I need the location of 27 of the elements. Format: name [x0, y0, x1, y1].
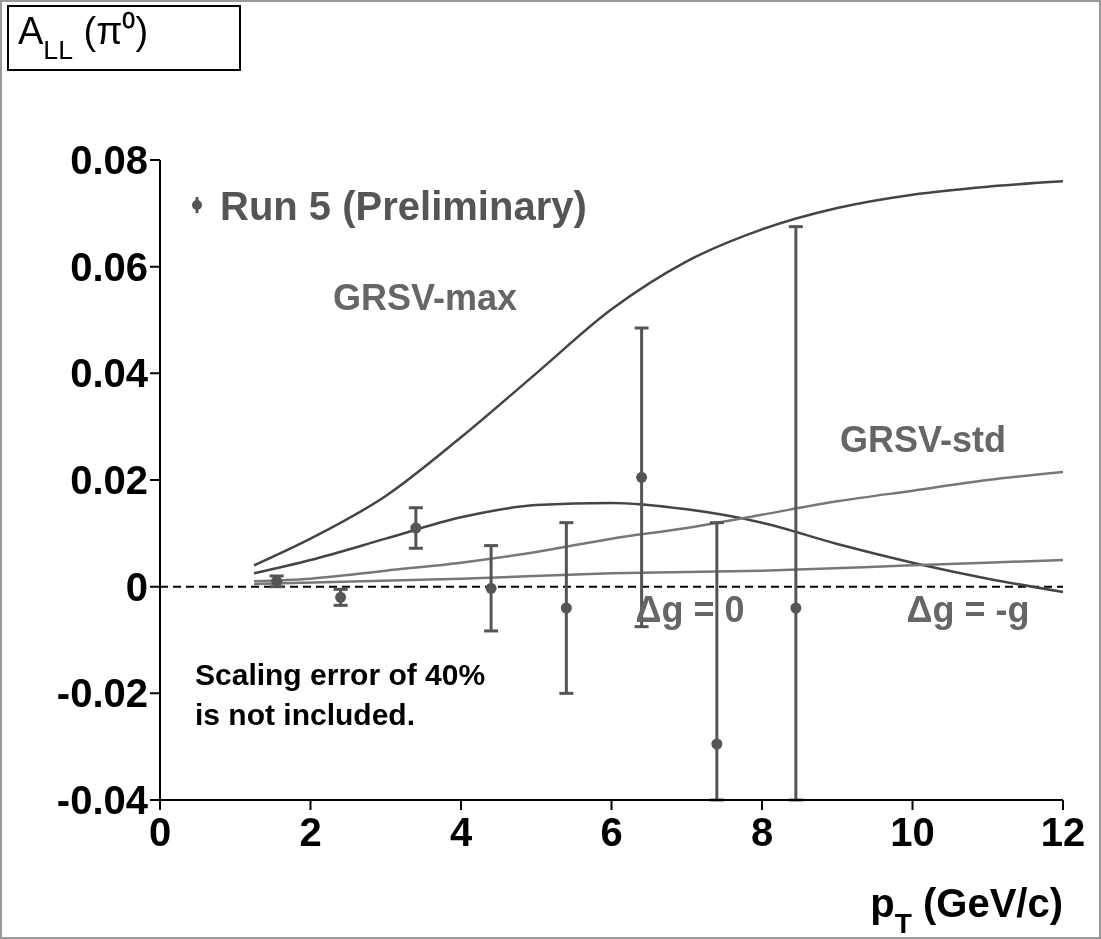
annotation: Δg = -g: [906, 589, 1030, 630]
y-tick-label: 0.04: [70, 351, 149, 396]
point: [790, 602, 802, 614]
y-tick-label: -0.02: [56, 671, 148, 716]
point: [636, 471, 648, 483]
x-axis-title: p$_{T}$ (GeV/c): [870, 881, 1063, 939]
point: [560, 602, 572, 614]
point: [335, 591, 347, 603]
point: [711, 738, 723, 750]
y-tick-label: 0.06: [70, 244, 148, 289]
y-tick-label: 0: [125, 564, 148, 609]
x-tick-label: 6: [600, 810, 623, 854]
x-tick-label: 8: [750, 810, 774, 854]
annotation: GRSV-std: [839, 419, 1007, 460]
x-tick-label: 2: [299, 810, 322, 854]
x-tick-label: 12: [1040, 810, 1086, 854]
x-tick-label: 10: [890, 810, 935, 854]
y-tick-label: 0.02: [70, 458, 148, 502]
x-tick-label: 4: [449, 810, 473, 854]
legend-label: Run 5 (Preliminary): [220, 184, 587, 228]
annotation: Scaling error of 40% is not included.: [195, 658, 486, 732]
annotation: GRSV-max: [332, 277, 518, 318]
chart-title: A$_{LL}$ (π⁰): [18, 10, 149, 65]
y-tick-label: -0.04: [56, 778, 149, 822]
y-tick-label: 0.08: [70, 138, 148, 182]
point: [410, 522, 422, 534]
point: [485, 582, 497, 594]
